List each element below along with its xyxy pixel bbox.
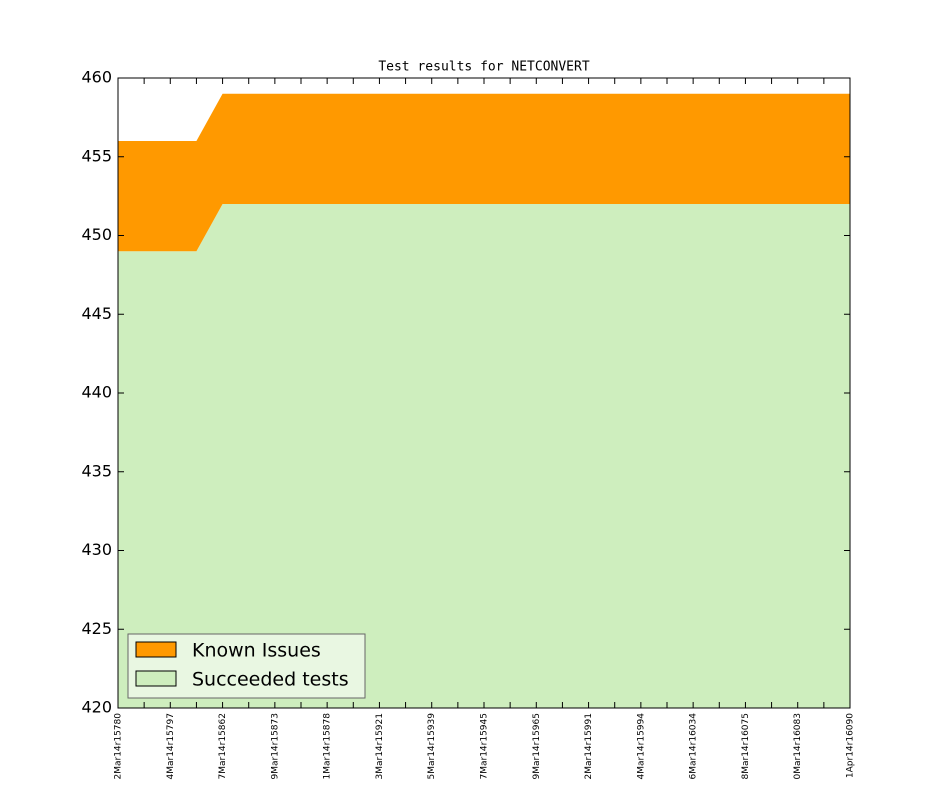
y-tick-label: 420 [81, 698, 112, 717]
x-tick-label: 7Mar14r15862 [218, 713, 228, 780]
legend-swatch [135, 641, 177, 658]
x-tick-label: 0Mar14r16083 [793, 713, 803, 780]
area [118, 204, 850, 708]
y-tick-label: 435 [81, 461, 112, 480]
legend-swatch [135, 670, 177, 687]
x-tick-label: 1Mar14r15878 [323, 713, 333, 780]
y-tick-label: 440 [81, 383, 112, 402]
y-tick-label: 460 [81, 68, 112, 87]
x-tick-label: 9Mar14r15965 [532, 713, 542, 780]
y-tick-label: 425 [81, 619, 112, 638]
x-tick-label: 2Mar14r15780 [114, 713, 124, 780]
y-tick-label: 455 [81, 146, 112, 165]
legend-label: Succeeded tests [192, 669, 349, 691]
x-tick-label: 3Mar14r15921 [375, 713, 385, 780]
x-tick-label: 1Apr14r16090 [846, 713, 856, 778]
x-tick-label: 8Mar14r16075 [741, 713, 751, 780]
y-tick-label: 445 [81, 304, 112, 323]
x-tick-label: 9Mar14r15873 [270, 713, 280, 780]
x-tick-label: 2Mar14r15991 [584, 713, 594, 780]
area [118, 93, 850, 252]
x-tick-label: 7Mar14r15945 [480, 713, 490, 780]
x-tick-label: 5Mar14r15939 [427, 713, 437, 780]
y-tick-label: 430 [81, 540, 112, 559]
y-tick-label: 450 [81, 225, 112, 244]
x-tick-label: 6Mar14r16034 [689, 713, 699, 780]
legend-label: Known Issues [192, 640, 321, 662]
chart-title: Test results for NETCONVERT [378, 60, 589, 75]
x-tick-label: 4Mar14r15797 [166, 713, 176, 780]
x-tick-label: 4Mar14r15994 [636, 713, 646, 780]
